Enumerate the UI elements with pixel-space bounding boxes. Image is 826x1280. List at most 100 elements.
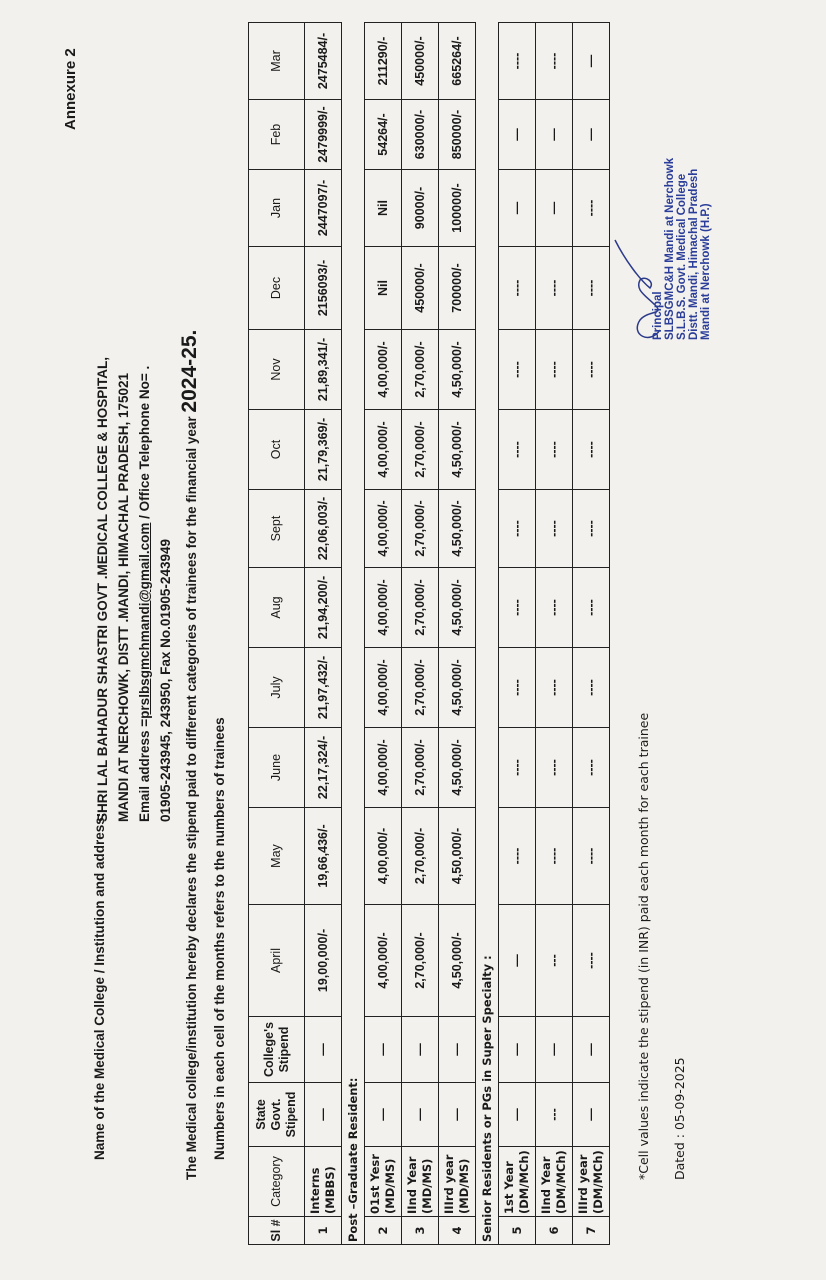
serial-cell: 4 bbox=[438, 1216, 476, 1245]
stipend-cell: ---- bbox=[572, 329, 610, 410]
table-row: 3 IInd Year (MD/MS) — —2,70,000/- 2,70,000/-… bbox=[401, 22, 439, 1245]
principal-stamp: Principal SLBSGMC&H Mandi at Nerchowk S.… bbox=[652, 158, 712, 340]
signature-icon bbox=[614, 239, 661, 339]
annexure-label: Annexure 2 bbox=[62, 48, 79, 130]
stipend-cell: 2,70,000/- bbox=[401, 489, 439, 568]
serial-cell: 1 bbox=[304, 1216, 342, 1245]
stipend-cell: — bbox=[535, 99, 573, 170]
stipend-cell: 4,00,000/- bbox=[364, 647, 402, 728]
stipend-cell: 4,00,000/- bbox=[364, 904, 402, 1017]
serial-cell: 7 bbox=[572, 1216, 610, 1245]
column-header: Sept bbox=[248, 489, 305, 568]
stipend-cell: — bbox=[364, 1082, 402, 1147]
declaration-text: The Medical college/institution hereby d… bbox=[178, 330, 202, 1180]
stipend-cell: ---- bbox=[572, 246, 610, 330]
stipend-cell: 2156093/- bbox=[304, 246, 342, 330]
column-header: Mar bbox=[248, 22, 305, 100]
stipend-cell: 4,00,000/- bbox=[364, 489, 402, 568]
stipend-cell: ---- bbox=[572, 169, 610, 247]
stipend-cell: 2,70,000/- bbox=[401, 409, 439, 490]
table-header-row: Sl # Category State Govt. Stipend College's… bbox=[248, 22, 305, 1245]
section-label: Senior Residents or PGs in Super Special… bbox=[475, 22, 499, 1245]
stipend-cell: --- bbox=[535, 1082, 573, 1147]
stipend-cell: ---- bbox=[535, 567, 573, 648]
stipend-cell: ---- bbox=[498, 22, 536, 100]
column-header: Feb bbox=[248, 99, 305, 170]
stipend-cell: 21,94,200/- bbox=[304, 567, 342, 648]
stipend-cell: 2,70,000/- bbox=[401, 807, 439, 905]
stipend-cell: 4,50,000/- bbox=[438, 647, 476, 728]
category-cell: IInd Year (MD/MS) bbox=[401, 1146, 439, 1217]
email-label: Email address = bbox=[137, 718, 152, 822]
stipend-cell: ---- bbox=[572, 567, 610, 648]
stipend-cell: 2,70,000/- bbox=[401, 567, 439, 648]
telephone-label: / Office Telephone No= . bbox=[137, 365, 152, 523]
stamp-line: S.L.B.S. Govt. Medical College bbox=[676, 173, 688, 340]
stipend-cell: 2,70,000/- bbox=[401, 904, 439, 1017]
stipend-cell: ---- bbox=[535, 489, 573, 568]
stipend-cell: ---- bbox=[498, 329, 536, 410]
stipend-cell: 21,97,432/- bbox=[304, 647, 342, 728]
stipend-cell: 4,00,000/- bbox=[364, 409, 402, 490]
stipend-cell: — bbox=[498, 169, 536, 247]
stipend-cell: — bbox=[498, 1016, 536, 1083]
stipend-cell: 4,50,000/- bbox=[438, 409, 476, 490]
stamp-line: SLBSGMC&H Mandi at Nerchowk bbox=[664, 157, 676, 340]
column-header: April bbox=[248, 904, 305, 1017]
stipend-cell: --- bbox=[535, 904, 573, 1017]
column-header: Sl # bbox=[248, 1216, 305, 1245]
category-cell: 1st Year (DM/MCh) bbox=[498, 1146, 536, 1217]
stipend-cell: 4,50,000/- bbox=[438, 329, 476, 410]
stipend-cell: — bbox=[572, 22, 610, 100]
stipend-table: Sl # Category State Govt. Stipend College's… bbox=[248, 22, 610, 1245]
stipend-cell: 450000/- bbox=[401, 22, 439, 100]
column-header: Oct bbox=[248, 409, 305, 490]
stipend-cell: ---- bbox=[498, 647, 536, 728]
stipend-cell: 19,66,436/- bbox=[304, 807, 342, 905]
stipend-cell: ---- bbox=[535, 807, 573, 905]
stipend-cell: 54264/- bbox=[364, 99, 402, 170]
stipend-cell: 21,89,341/- bbox=[304, 329, 342, 410]
numbers-note: Numbers in each cell of the months refer… bbox=[212, 717, 227, 1160]
stipend-cell: 19,00,000/- bbox=[304, 904, 342, 1017]
stipend-cell: 4,50,000/- bbox=[438, 727, 476, 808]
stipend-cell: — bbox=[304, 1082, 342, 1147]
column-header: May bbox=[248, 807, 305, 905]
stipend-cell: 211290/- bbox=[364, 22, 402, 100]
table-section-row: Post –Graduate Resident: bbox=[341, 22, 365, 1245]
stipend-cell: — bbox=[572, 99, 610, 170]
stipend-cell: 21,79,369/- bbox=[304, 409, 342, 490]
stipend-cell: — bbox=[535, 169, 573, 247]
email-link[interactable]: prslbsgmchmandi@gmail.com bbox=[137, 522, 152, 719]
serial-cell: 6 bbox=[535, 1216, 573, 1245]
stipend-cell: 22,17,324/- bbox=[304, 727, 342, 808]
stipend-cell: 22,06,003/- bbox=[304, 489, 342, 568]
stipend-cell: — bbox=[438, 1082, 476, 1147]
stipend-cell: — bbox=[498, 1082, 536, 1147]
stipend-cell: 2,70,000/- bbox=[401, 329, 439, 410]
category-cell: IInd Year (DM/MCh) bbox=[535, 1146, 573, 1217]
stipend-cell: — bbox=[572, 1016, 610, 1083]
stipend-cell: ---- bbox=[535, 329, 573, 410]
column-header: State Govt. Stipend bbox=[248, 1082, 305, 1147]
address-line-2: MANDI AT NERCHOWK, DISTT .MANDI, HIMACHA… bbox=[116, 372, 131, 822]
stipend-cell: — bbox=[304, 1016, 342, 1083]
stipend-cell: — bbox=[401, 1082, 439, 1147]
stamp-line: Principal bbox=[652, 291, 664, 340]
stipend-cell: — bbox=[535, 1016, 573, 1083]
stipend-cell: — bbox=[498, 904, 536, 1017]
stipend-cell: 4,50,000/- bbox=[438, 904, 476, 1017]
stipend-cell: ---- bbox=[535, 727, 573, 808]
serial-cell: 5 bbox=[498, 1216, 536, 1245]
stipend-cell: ---- bbox=[498, 409, 536, 490]
column-header: Jan bbox=[248, 169, 305, 247]
stipend-cell: 665264/- bbox=[438, 22, 476, 100]
serial-cell: 3 bbox=[401, 1216, 439, 1245]
stipend-cell: 2479999/- bbox=[304, 99, 342, 170]
stipend-cell: Nil bbox=[364, 246, 402, 330]
stipend-cell: 4,00,000/- bbox=[364, 567, 402, 648]
column-header: June bbox=[248, 727, 305, 808]
category-cell: Interns (MBBS) bbox=[304, 1146, 342, 1217]
stipend-cell: 450000/- bbox=[401, 246, 439, 330]
stipend-cell: ---- bbox=[535, 246, 573, 330]
